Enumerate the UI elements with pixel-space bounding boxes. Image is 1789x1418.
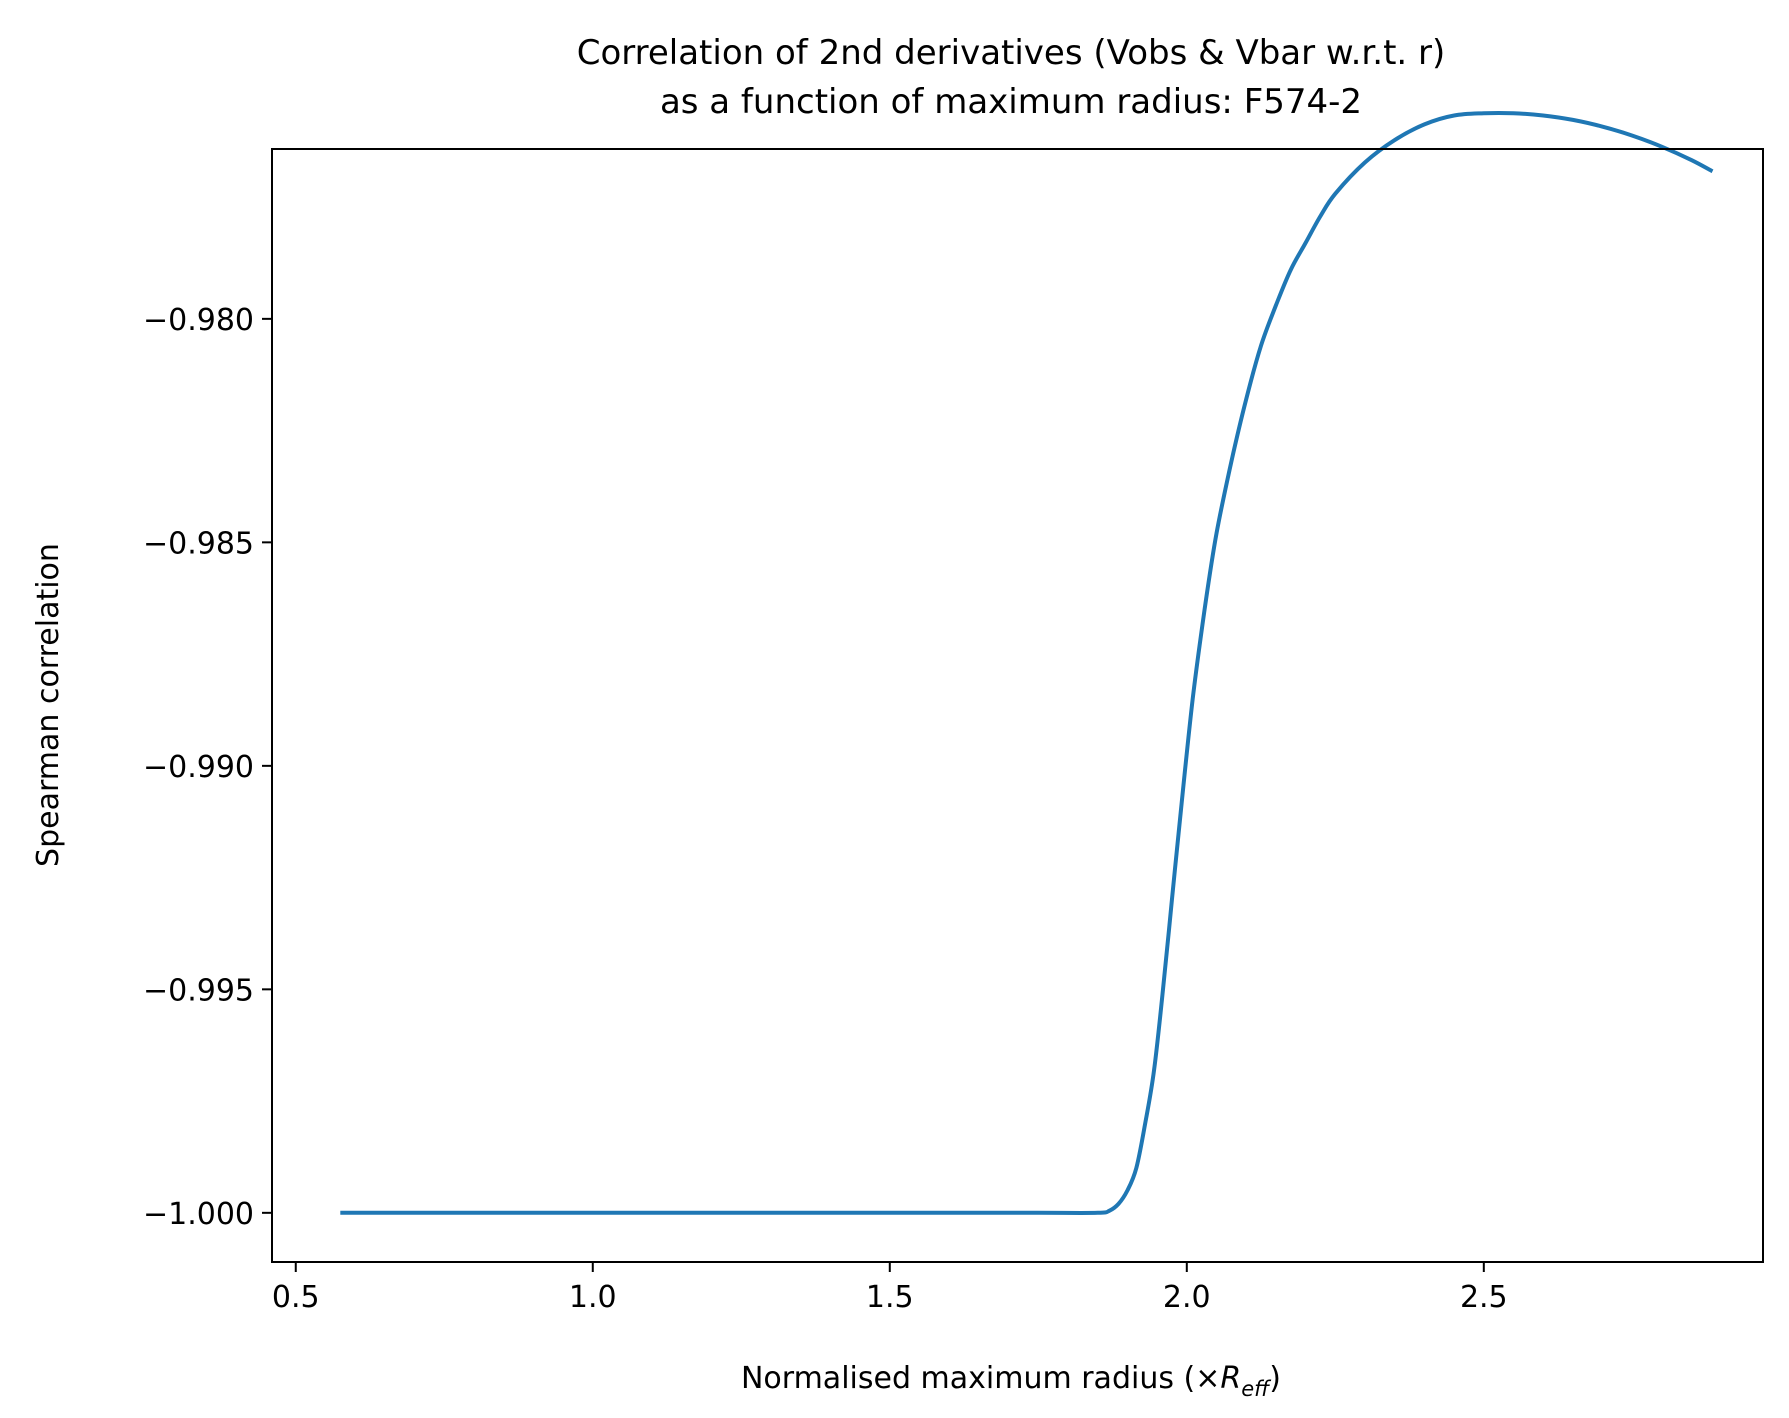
x-tick-label: 2.0 <box>1163 1280 1211 1315</box>
y-axis-label: Spearman correlation <box>31 543 66 867</box>
plot-line-layer <box>340 110 1714 1215</box>
chart-title-line2: as a function of maximum radius: F574-2 <box>660 82 1362 122</box>
x-tick-label: 2.5 <box>1460 1280 1508 1315</box>
y-tick-label: −0.995 <box>143 973 254 1008</box>
x-axis-ticks: 0.5 1.0 1.5 2.0 2.5 <box>272 1262 1508 1315</box>
x-axis-label-text: Normalised maximum radius (× <box>741 1361 1220 1396</box>
chart-title-line1: Correlation of 2nd derivatives (Vobs & V… <box>577 33 1446 73</box>
y-axis-ticks: −1.000 −0.995 −0.990 −0.985 −0.980 <box>143 303 272 1232</box>
y-tick-label: −0.980 <box>143 303 254 338</box>
x-tick-label: 1.5 <box>866 1280 914 1315</box>
x-tick-label: 1.0 <box>569 1280 617 1315</box>
x-axis-label-close: ) <box>1269 1361 1281 1396</box>
x-axis-label-symbol: R <box>1220 1361 1241 1396</box>
x-tick-label: 0.5 <box>272 1280 320 1315</box>
x-axis-label-subscript: eff <box>1241 1377 1272 1401</box>
y-tick-label: −0.985 <box>143 526 254 561</box>
x-axis-label: Normalised maximum radius (×Reff) <box>741 1361 1281 1401</box>
y-tick-label: −1.000 <box>143 1197 254 1232</box>
series-line <box>340 110 1714 1215</box>
y-tick-label: −0.990 <box>143 750 254 785</box>
plot-frame <box>271 148 1764 1263</box>
